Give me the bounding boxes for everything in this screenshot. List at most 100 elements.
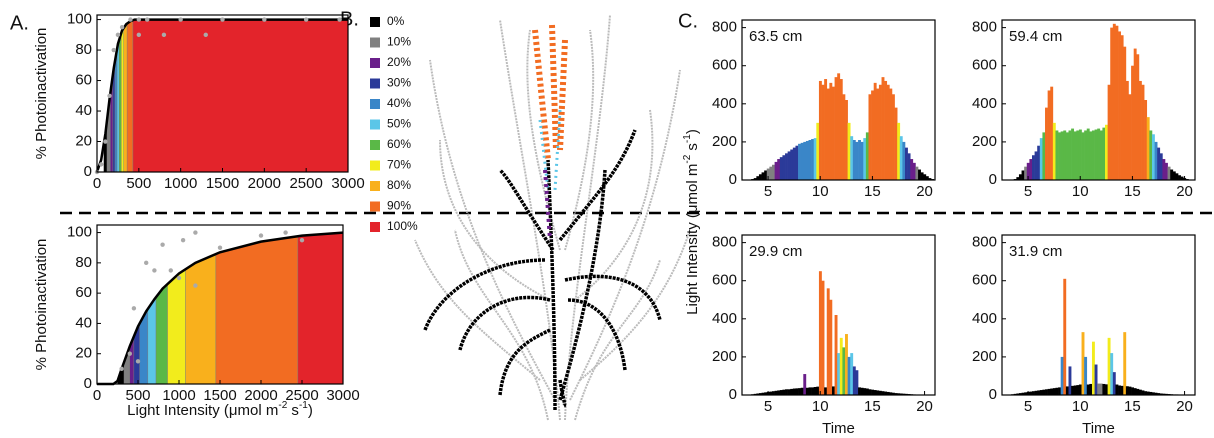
bar bbox=[894, 107, 898, 180]
bar bbox=[821, 84, 825, 180]
legend-swatch bbox=[370, 17, 380, 27]
panel-label: A. bbox=[10, 12, 29, 34]
bar bbox=[847, 356, 851, 395]
bar bbox=[1154, 392, 1158, 395]
bar bbox=[1136, 54, 1140, 180]
bar bbox=[1141, 84, 1145, 180]
legend-swatch bbox=[370, 140, 380, 150]
chart-label: 63.5 cm bbox=[749, 28, 802, 45]
bar bbox=[1026, 162, 1030, 180]
x-tick-label: 0 bbox=[93, 175, 101, 192]
bar bbox=[1172, 171, 1176, 180]
bar bbox=[1073, 131, 1077, 180]
data-point bbox=[176, 275, 182, 281]
bar bbox=[918, 169, 921, 180]
x-tick-label: 3000 bbox=[326, 387, 359, 404]
legend-swatch bbox=[370, 160, 380, 171]
bar bbox=[1024, 392, 1028, 395]
bar bbox=[1125, 80, 1129, 180]
bar bbox=[907, 153, 911, 180]
bar bbox=[1151, 392, 1155, 395]
axis-label: Light Intensity (μmol m-2 s-1) bbox=[127, 400, 313, 419]
bar bbox=[1138, 389, 1142, 395]
x-tick-label: 1000 bbox=[162, 387, 195, 404]
data-point bbox=[180, 237, 186, 243]
bar bbox=[1170, 169, 1174, 180]
legend-swatch bbox=[370, 58, 380, 68]
bar bbox=[1149, 391, 1153, 395]
bar bbox=[1149, 130, 1153, 180]
y-axis-label: % Photoinactivation bbox=[33, 28, 50, 160]
bar bbox=[1157, 393, 1161, 395]
label-part: -2 bbox=[682, 154, 693, 163]
bar bbox=[1021, 392, 1025, 395]
chart-label: 31.9 cm bbox=[1009, 243, 1062, 260]
bar bbox=[837, 353, 841, 395]
bar bbox=[873, 82, 877, 180]
bar bbox=[1029, 391, 1033, 395]
bar bbox=[902, 393, 906, 395]
x-tick-label: 3000 bbox=[331, 175, 364, 192]
data-point bbox=[303, 17, 309, 22]
band bbox=[132, 19, 348, 172]
y-tick-label: 600 bbox=[712, 57, 737, 74]
bar bbox=[1063, 278, 1067, 395]
legend-label: 80% bbox=[387, 178, 411, 192]
band bbox=[117, 232, 125, 384]
bar bbox=[764, 170, 768, 180]
bar bbox=[1167, 166, 1171, 180]
data-point bbox=[283, 230, 288, 235]
bar bbox=[1050, 388, 1054, 395]
bar bbox=[1052, 122, 1056, 180]
label-part: -1 bbox=[682, 134, 693, 143]
bar bbox=[761, 392, 765, 395]
bar bbox=[1180, 176, 1184, 180]
data-point bbox=[98, 162, 104, 167]
bar bbox=[795, 388, 799, 395]
bar bbox=[899, 393, 903, 395]
bar bbox=[863, 388, 867, 395]
x-tick-label: 2000 bbox=[244, 387, 277, 404]
band bbox=[129, 232, 135, 384]
bar bbox=[1068, 130, 1072, 180]
x-tick-label: 5 bbox=[1024, 398, 1032, 415]
bar bbox=[1141, 390, 1145, 395]
bar bbox=[818, 80, 822, 180]
data-point bbox=[144, 260, 149, 266]
bar bbox=[1058, 387, 1061, 395]
y-tick-label: 0 bbox=[729, 171, 737, 188]
x-tick-label: 15 bbox=[1124, 398, 1141, 415]
bar bbox=[845, 100, 848, 180]
data-point bbox=[220, 17, 225, 22]
bar bbox=[1076, 130, 1080, 180]
bar bbox=[792, 388, 796, 395]
bar bbox=[1159, 393, 1163, 395]
data-point bbox=[115, 32, 121, 38]
bar bbox=[800, 387, 804, 395]
bar bbox=[821, 280, 825, 395]
bar bbox=[1089, 383, 1093, 395]
data-point bbox=[161, 32, 167, 38]
bar bbox=[756, 393, 760, 395]
bar bbox=[816, 386, 820, 395]
label-part: s bbox=[684, 143, 701, 155]
bar bbox=[816, 122, 820, 180]
bar bbox=[884, 391, 888, 395]
x-tick-label: 2500 bbox=[285, 387, 318, 404]
bar bbox=[855, 370, 859, 395]
data-point bbox=[119, 366, 124, 372]
legend-swatch bbox=[370, 119, 380, 130]
bar bbox=[1042, 132, 1046, 180]
legend-label: 0% bbox=[387, 14, 405, 28]
bar bbox=[860, 141, 864, 180]
legend-label: 90% bbox=[387, 199, 411, 213]
bar bbox=[1146, 117, 1150, 180]
bar bbox=[891, 94, 895, 180]
bar bbox=[1039, 390, 1043, 395]
bar bbox=[1045, 389, 1048, 395]
legend-label: 50% bbox=[387, 117, 411, 131]
bar bbox=[834, 315, 838, 395]
bar bbox=[1178, 175, 1181, 180]
bar bbox=[1112, 372, 1116, 395]
